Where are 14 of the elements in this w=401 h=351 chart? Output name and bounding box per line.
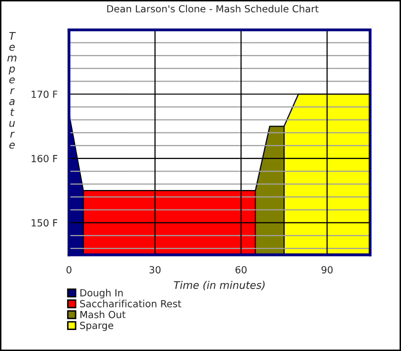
x-tick-label: 0	[66, 266, 72, 274]
text: Temperature	[7, 32, 16, 149]
legend-label: Mash Out	[80, 310, 126, 318]
x-tick-label: 60	[236, 266, 247, 274]
x-axis-title: Time (in minutes)	[174, 280, 265, 290]
y-tick-label: 160 F	[32, 154, 58, 162]
legend-label: Dough In	[80, 288, 123, 298]
legend-label: Saccharification Rest	[80, 300, 182, 308]
chart-title: Dean Larson's Clone - Mash Schedule Chart	[107, 4, 319, 12]
y-tick-label: 150 F	[32, 219, 58, 227]
y-tick-label: 170 F	[32, 90, 58, 98]
legend-label: Sparge	[80, 322, 114, 331]
x-tick-label: 90	[322, 266, 333, 274]
x-tick-label: 30	[150, 266, 161, 274]
